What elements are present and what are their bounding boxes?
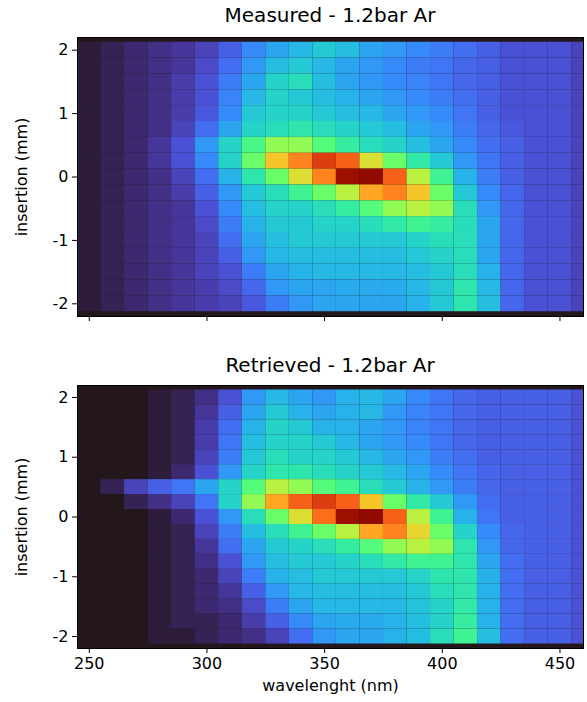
html-text:Measured - 1.2bar Ar: Measured - 1.2bar Ar [224,3,436,27]
svg-text:wavelenght (nm): wavelenght (nm) [262,676,399,695]
svg-text:-1: -1 [53,231,69,250]
svg-text:-2: -2 [53,627,69,646]
svg-text:2: 2 [58,388,68,407]
svg-text:1: 1 [58,104,68,123]
html-text:Retrieved - 1.2bar Ar: Retrieved - 1.2bar Ar [225,353,435,377]
svg-text:2: 2 [58,40,68,59]
svg-text:-1: -1 [53,567,69,586]
svg-text:400: 400 [427,654,458,673]
svg-text:450: 450 [545,654,576,673]
svg-text:0: 0 [58,507,68,526]
svg-text:350: 350 [309,654,340,673]
svg-text:1: 1 [58,447,68,466]
svg-text:insertion (mm): insertion (mm) [12,118,31,237]
svg-text:0: 0 [58,167,68,186]
svg-text:-2: -2 [53,294,69,313]
svg-text:250: 250 [74,654,105,673]
svg-text:300: 300 [192,654,223,673]
svg-text:insertion (mm): insertion (mm) [12,458,31,577]
